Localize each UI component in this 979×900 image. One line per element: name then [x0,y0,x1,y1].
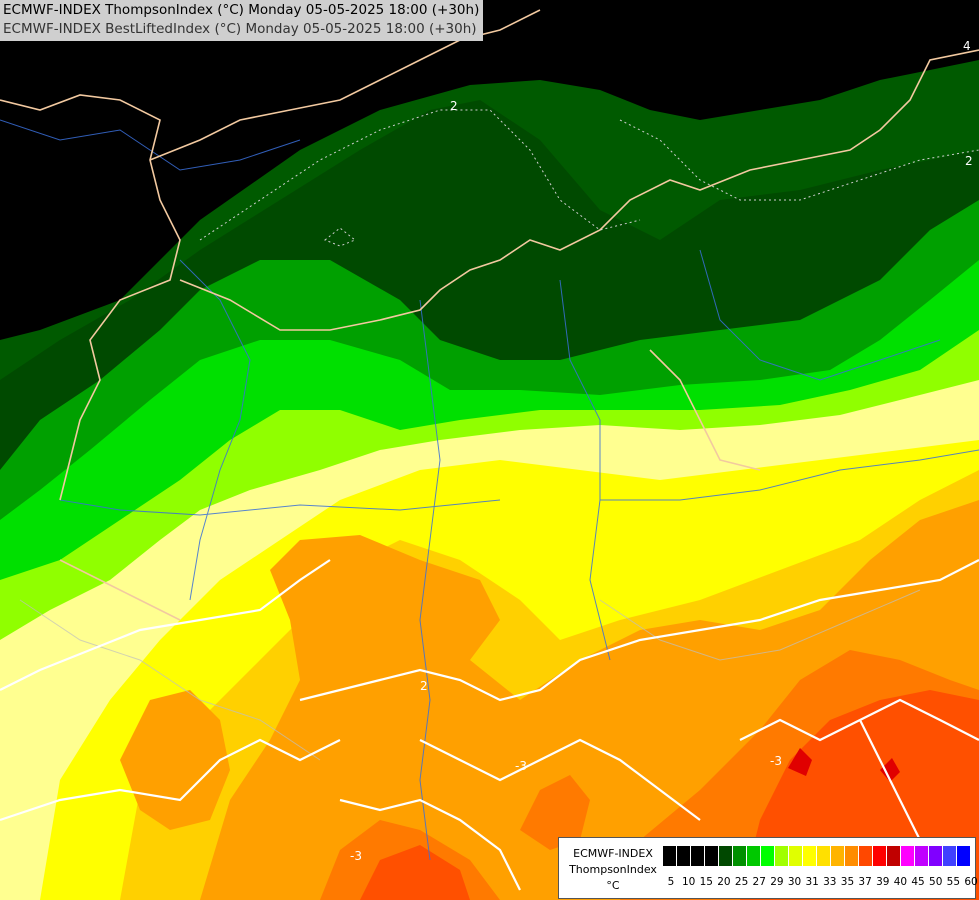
legend-tick-label: 31 [805,876,819,888]
legend-tick-label: 50 [929,876,943,888]
color-legend: ECMWF-INDEX ThompsonIndex °C 5 10 15 20 25 27… [558,837,978,899]
legend-swatch [845,846,859,866]
legend-tick-label: 40 [893,876,908,888]
legend-swatch [831,846,845,866]
legend-swatch [957,846,971,866]
legend-swatch [775,846,789,866]
contour-labels: 2 2 4 -3 -3 -3 2 [350,39,973,863]
legend-title-param: ThompsonIndex [569,863,657,876]
legend-swatch [719,846,733,866]
patch-dark-orange-mid [520,775,590,850]
legend-tick-label: 29 [770,876,784,888]
legend-swatch [761,846,775,866]
legend-color-bar [663,846,971,866]
legend-swatch [817,846,831,866]
contour-label: 2 [965,154,973,168]
legend-tick-label: 35 [840,876,855,888]
title-best-lifted-index: ECMWF-INDEX BestLiftedIndex (°C) Monday … [3,21,477,37]
legend-title-unit: °C [606,879,620,892]
legend-swatch [705,846,719,866]
patch-red-2 [880,758,900,782]
legend-swatch [677,846,691,866]
legend-tick-label: 10 [681,876,696,888]
contour-label: -3 [515,759,527,773]
contour-label: -3 [770,754,782,768]
legend-tick-label: 60 [964,876,978,888]
legend-tick-label: 55 [946,876,961,888]
legend-tick-label: 25 [734,876,749,888]
legend-tick-label: 37 [858,876,872,888]
contour-label: -3 [350,849,362,863]
legend-swatch [663,846,677,866]
legend-tick-labels: 5 10 15 20 25 27 29 30 31 33 35 37 39 40 45 50 55 60 [663,876,978,888]
legend-swatch [747,846,761,866]
legend-tick-label: 39 [876,876,890,888]
legend-swatch [691,846,705,866]
legend-tick-label: 27 [752,876,766,888]
contour-label: 2 [420,679,428,693]
patch-red-orange-s [360,845,470,900]
legend-swatch [873,846,887,866]
legend-swatch [887,846,901,866]
rivers [0,119,979,861]
legend-tick-label: 33 [823,876,837,888]
legend-swatch [859,846,873,866]
legend-swatch [943,846,957,866]
title-thompson-index: ECMWF-INDEX ThompsonIndex (°C) Monday 05… [3,2,480,18]
legend-swatch [733,846,747,866]
legend-tick-label: 5 [667,876,675,888]
contour-label: 2 [450,99,458,113]
legend-swatch [901,846,915,866]
legend-tick-label: 30 [787,876,802,888]
legend-swatch [915,846,929,866]
legend-title-model: ECMWF-INDEX [573,847,653,860]
li-dotted-contours [199,109,979,247]
regional-borders [19,589,921,761]
map-title: ECMWF-INDEX ThompsonIndex (°C) Monday 05… [0,0,484,41]
legend-tick-label: 45 [911,876,925,888]
legend-tick-label: 20 [717,876,731,888]
patch-red [788,748,812,776]
legend-swatch [929,846,943,866]
legend-swatch [803,846,817,866]
legend-tick-label: 15 [699,876,713,888]
legend-swatch [789,846,803,866]
contour-label: 4 [963,39,971,53]
